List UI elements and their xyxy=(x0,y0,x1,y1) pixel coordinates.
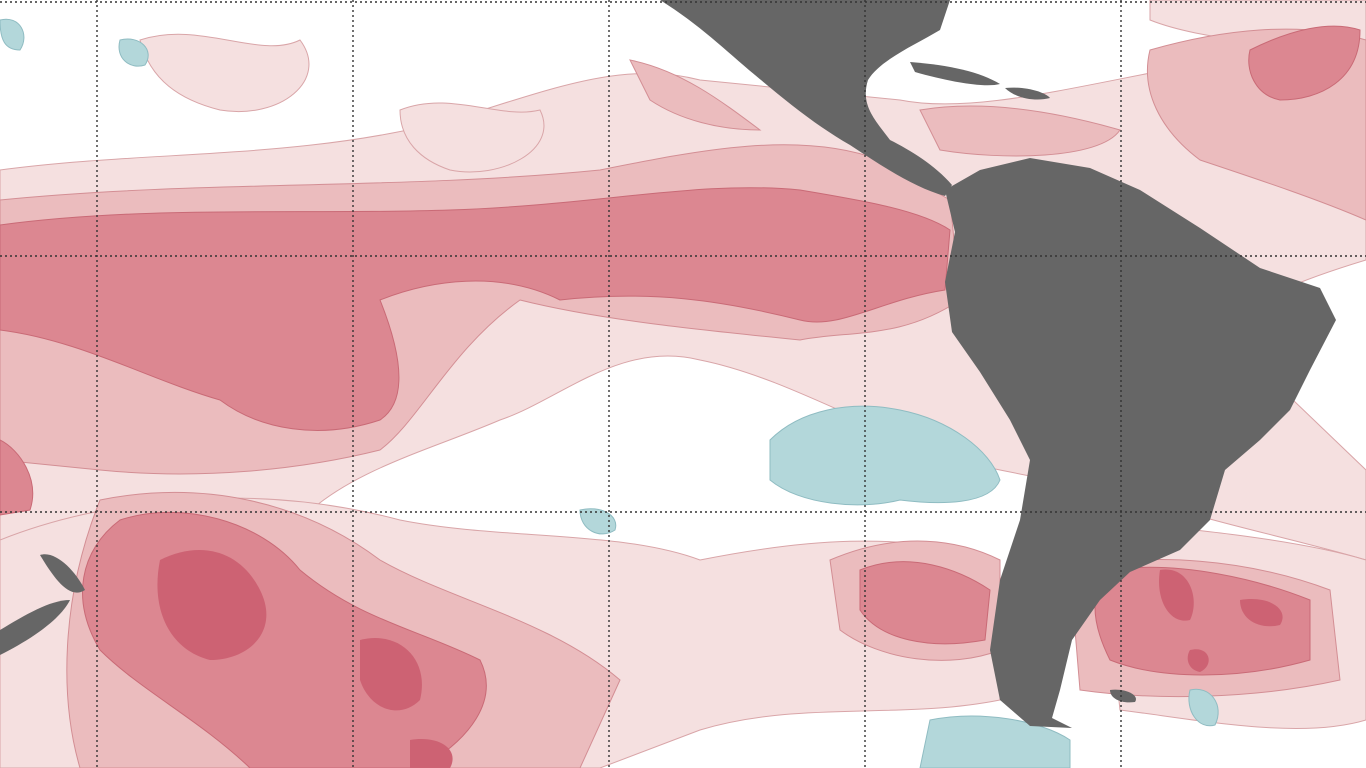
land xyxy=(0,0,1336,728)
very-strong-warm-anomaly xyxy=(157,550,1283,768)
